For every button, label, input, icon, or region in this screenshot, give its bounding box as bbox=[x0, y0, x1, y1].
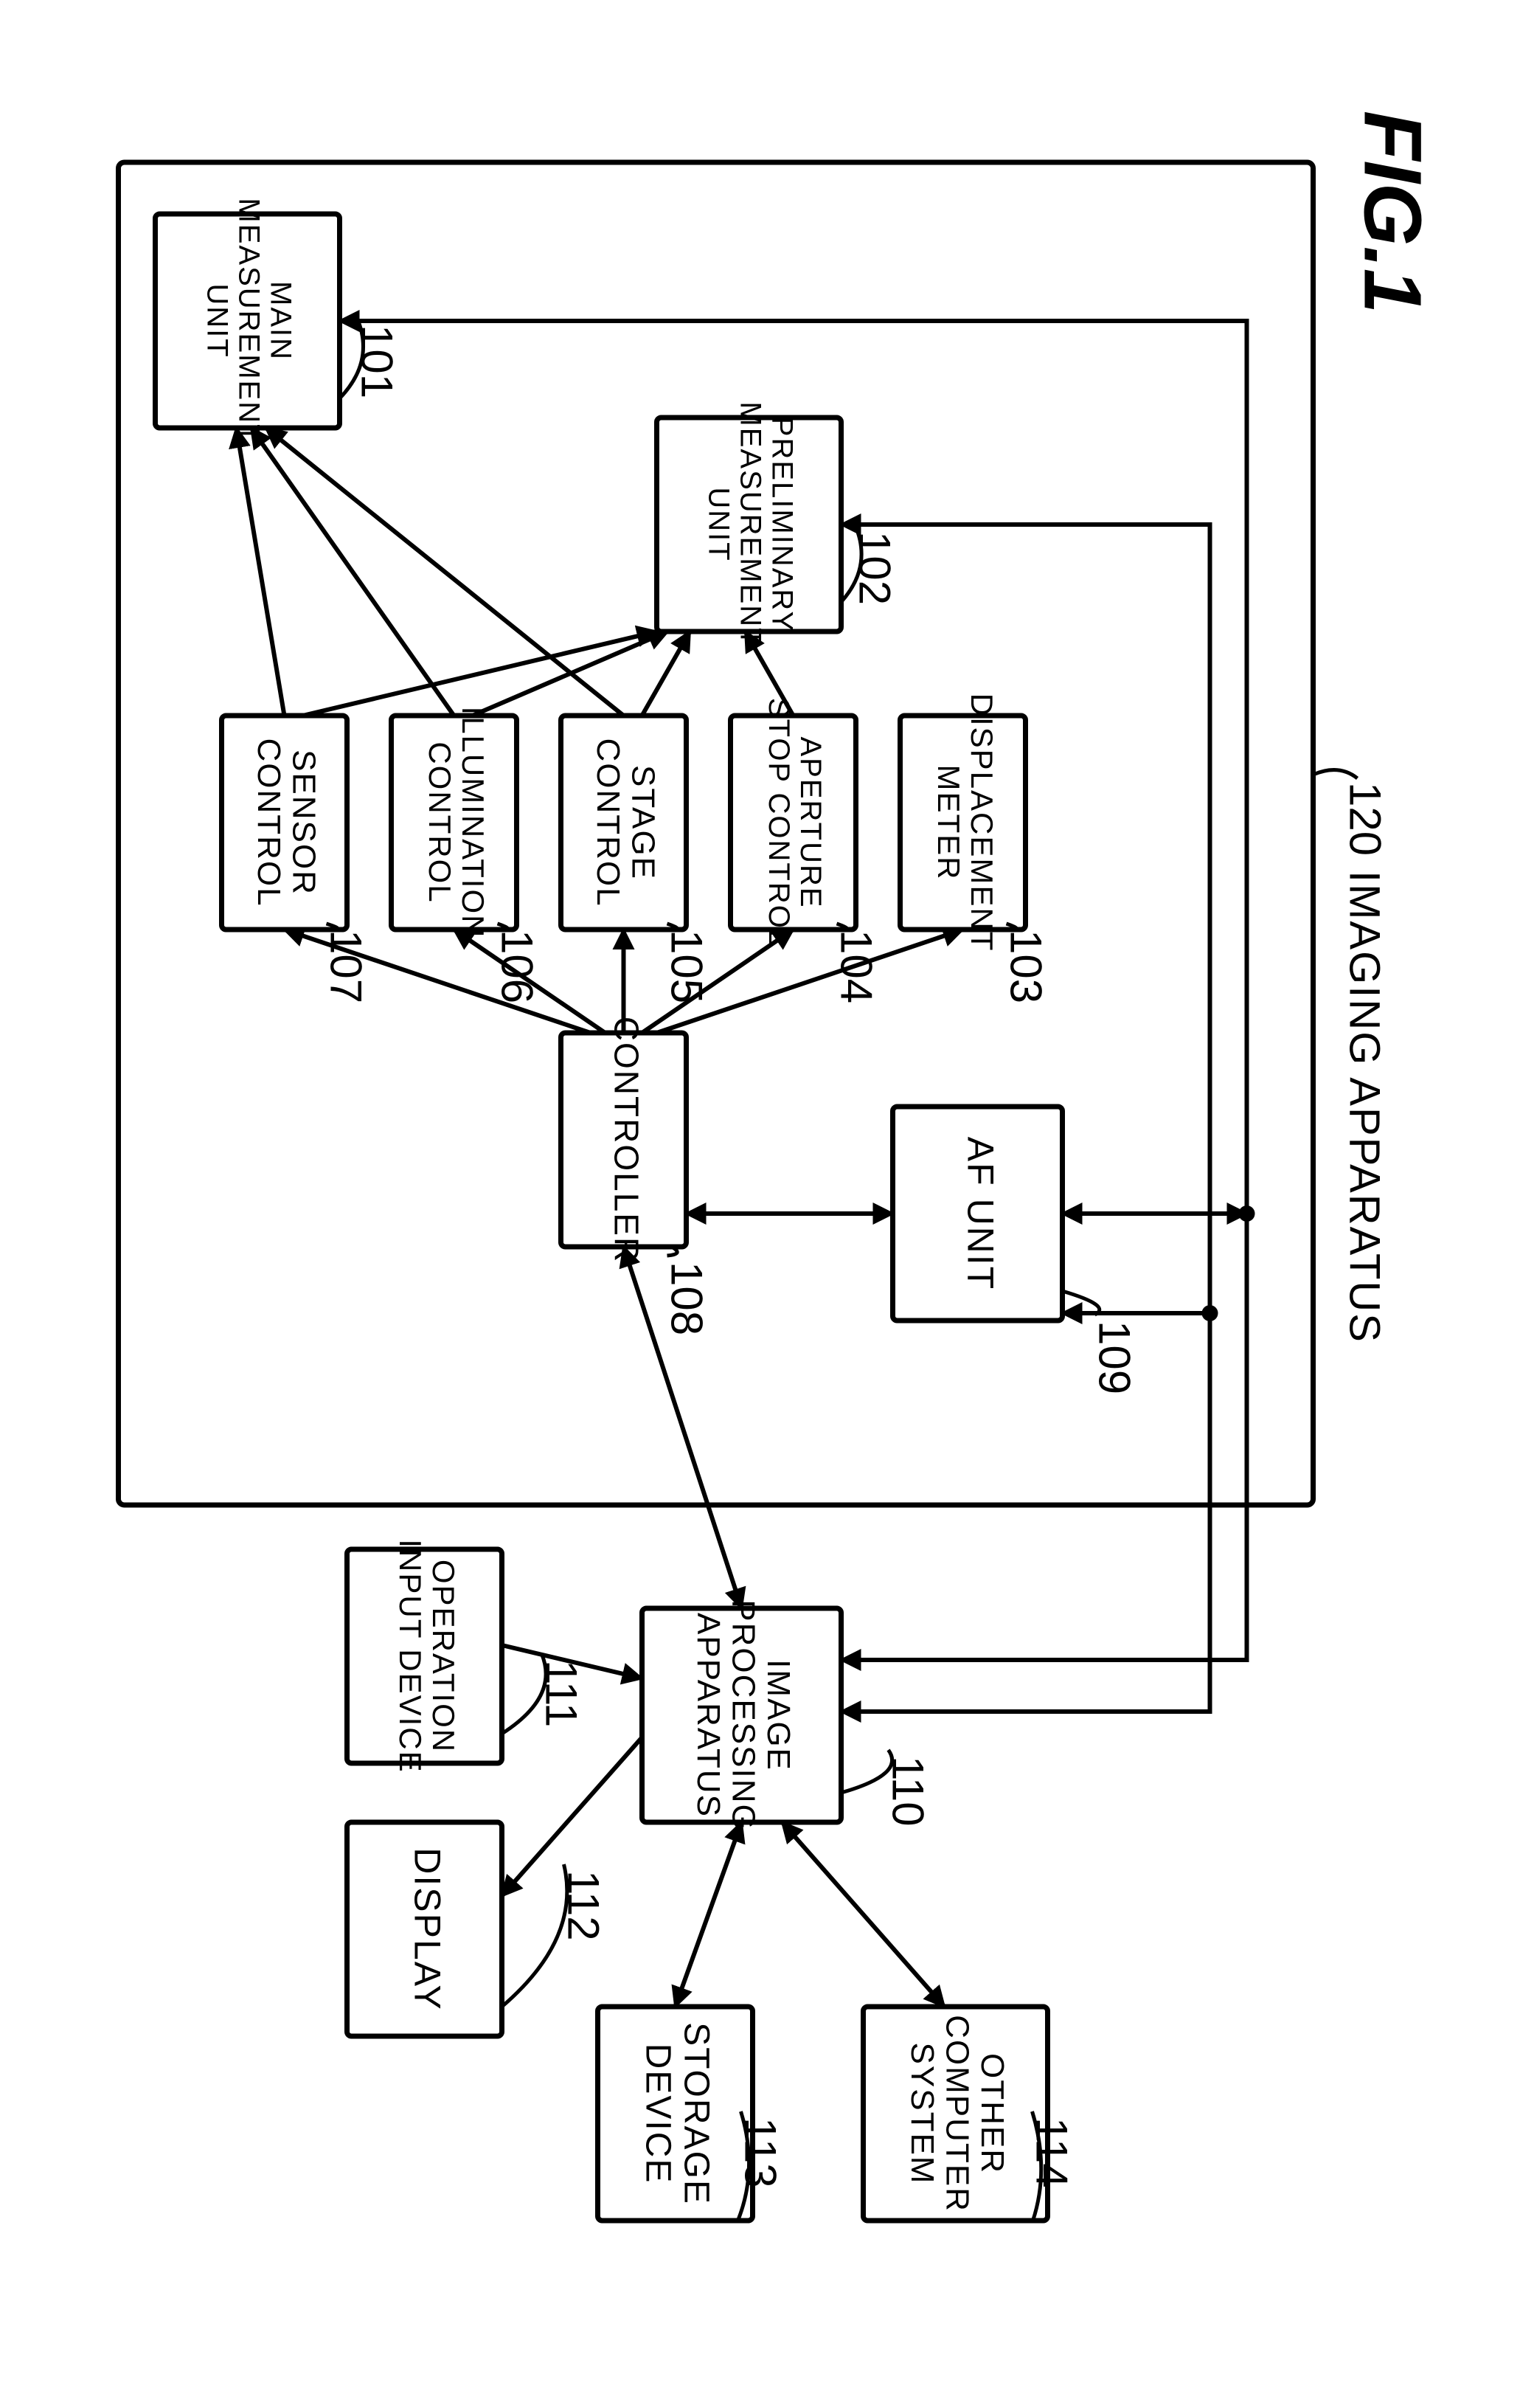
node-label-113: STORAGEDEVICE bbox=[639, 2022, 716, 2205]
node-label-108: CONTROLLER bbox=[607, 1017, 645, 1263]
figure-title: FIG.1 bbox=[1347, 111, 1438, 314]
container-label: IMAGING APPARATUS bbox=[1341, 871, 1389, 1343]
junction-j1 bbox=[1239, 1205, 1255, 1222]
ref-num-120: 120 bbox=[1341, 782, 1390, 856]
leader-120 bbox=[1313, 770, 1358, 778]
node-label-111: OPERATIONINPUT DEVICE bbox=[393, 1539, 461, 1773]
node-114: OTHERCOMPUTERSYSTEM114 bbox=[864, 2007, 1077, 2221]
node-label-107: SENSORCONTROL bbox=[251, 738, 322, 907]
diagram-stage: MAINMEASUREMENTUNIT101PRELIMINARYMEASURE… bbox=[0, 0, 1520, 2408]
ref-num-108: 108 bbox=[662, 1262, 712, 1335]
node-label-109: AF UNIT bbox=[959, 1137, 1001, 1290]
ref-num-111: 111 bbox=[537, 1660, 586, 1727]
ref-num-110: 110 bbox=[884, 1756, 933, 1827]
ref-num-101: 101 bbox=[353, 325, 402, 398]
node-112: DISPLAY 112 bbox=[347, 1822, 608, 2036]
ref-num-114: 114 bbox=[1027, 2117, 1077, 2188]
page: MAINMEASUREMENTUNIT101PRELIMINARYMEASURE… bbox=[0, 0, 1520, 2408]
edge-22 bbox=[676, 1822, 742, 2007]
node-113: STORAGEDEVICE 113 bbox=[598, 2007, 785, 2221]
ref-num-105: 105 bbox=[662, 930, 712, 1003]
node-110: IMAGEPROCESSINGAPPARATUS110 bbox=[642, 1599, 933, 1830]
junction-j2 bbox=[1202, 1305, 1218, 1321]
ref-num-102: 102 bbox=[850, 531, 900, 605]
diagram-svg: MAINMEASUREMENTUNIT101PRELIMINARYMEASURE… bbox=[0, 0, 1520, 2408]
ref-num-106: 106 bbox=[493, 930, 542, 1003]
ref-num-104: 104 bbox=[832, 930, 881, 1003]
ref-num-103: 103 bbox=[1002, 930, 1051, 1003]
ref-num-107: 107 bbox=[322, 930, 371, 1003]
node-label-112: DISPLAY bbox=[406, 1847, 448, 2011]
edge-23 bbox=[782, 1822, 945, 2007]
ref-num-112: 112 bbox=[559, 1870, 608, 1941]
ref-num-109: 109 bbox=[1090, 1321, 1139, 1394]
ref-num-113: 113 bbox=[736, 2117, 785, 2188]
